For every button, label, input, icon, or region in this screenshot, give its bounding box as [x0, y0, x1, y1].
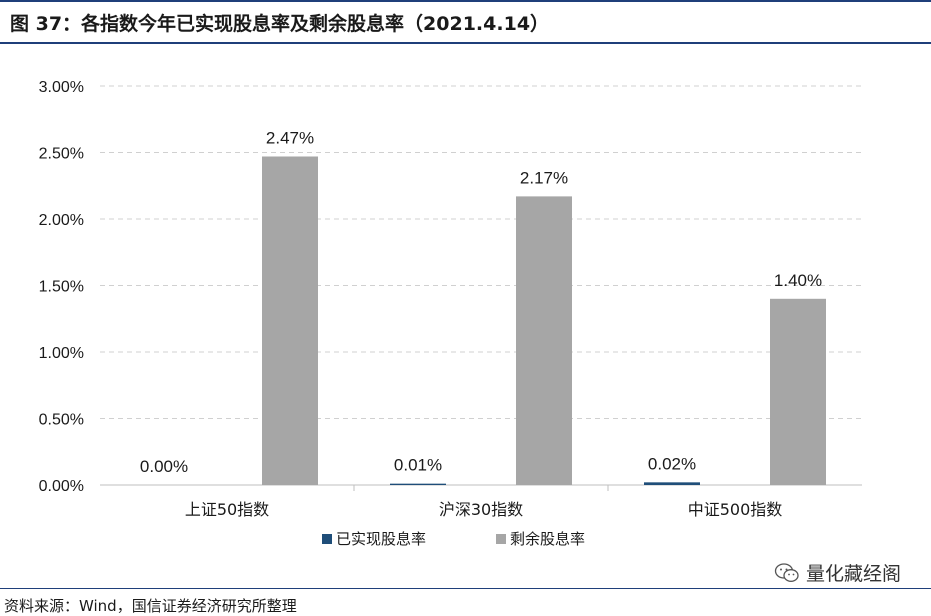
y-tick-label: 0.00%	[39, 478, 84, 495]
y-tick-label: 1.50%	[39, 279, 84, 296]
watermark-text: 量化藏经阁	[805, 563, 901, 585]
figure-title: 图 37：各指数今年已实现股息率及剩余股息率（2021.4.14）	[10, 13, 550, 35]
legend-swatch	[496, 534, 506, 544]
y-tick-label: 2.00%	[39, 212, 84, 229]
bar	[390, 483, 446, 485]
data-label: 0.02%	[648, 454, 696, 473]
watermark: 量化藏经阁	[774, 559, 901, 586]
bar	[770, 298, 826, 485]
data-label: 2.17%	[520, 168, 568, 187]
bar-chart: 0.00% 0.50% 1.00% 1.50% 2.00% 2.50% 3.00% 0.00%…	[39, 79, 862, 548]
data-label: 1.40%	[774, 271, 822, 290]
bar	[644, 482, 700, 485]
y-tick-label: 0.50%	[39, 412, 84, 429]
y-tick-label: 2.50%	[39, 146, 84, 163]
data-label: 2.47%	[266, 128, 314, 147]
y-tick-label: 3.00%	[39, 79, 84, 96]
legend-swatch	[322, 534, 332, 544]
x-tick-label: 上证50指数	[185, 500, 269, 519]
source-note: 资料来源：Wind，国信证券经济研究所整理	[4, 597, 297, 615]
footer-rule	[0, 588, 931, 589]
bar	[516, 196, 572, 485]
title-bar: 图 37：各指数今年已实现股息率及剩余股息率（2021.4.14）	[0, 0, 931, 44]
data-label: 0.01%	[394, 456, 442, 475]
x-tick-label: 中证500指数	[688, 500, 783, 519]
wechat-icon	[774, 562, 799, 582]
legend-label: 已实现股息率	[336, 530, 426, 548]
bar	[262, 156, 318, 485]
data-label: 0.00%	[140, 457, 188, 476]
legend-label: 剩余股息率	[510, 530, 585, 548]
x-tick-label: 沪深30指数	[439, 500, 523, 519]
y-tick-label: 1.00%	[39, 345, 84, 362]
